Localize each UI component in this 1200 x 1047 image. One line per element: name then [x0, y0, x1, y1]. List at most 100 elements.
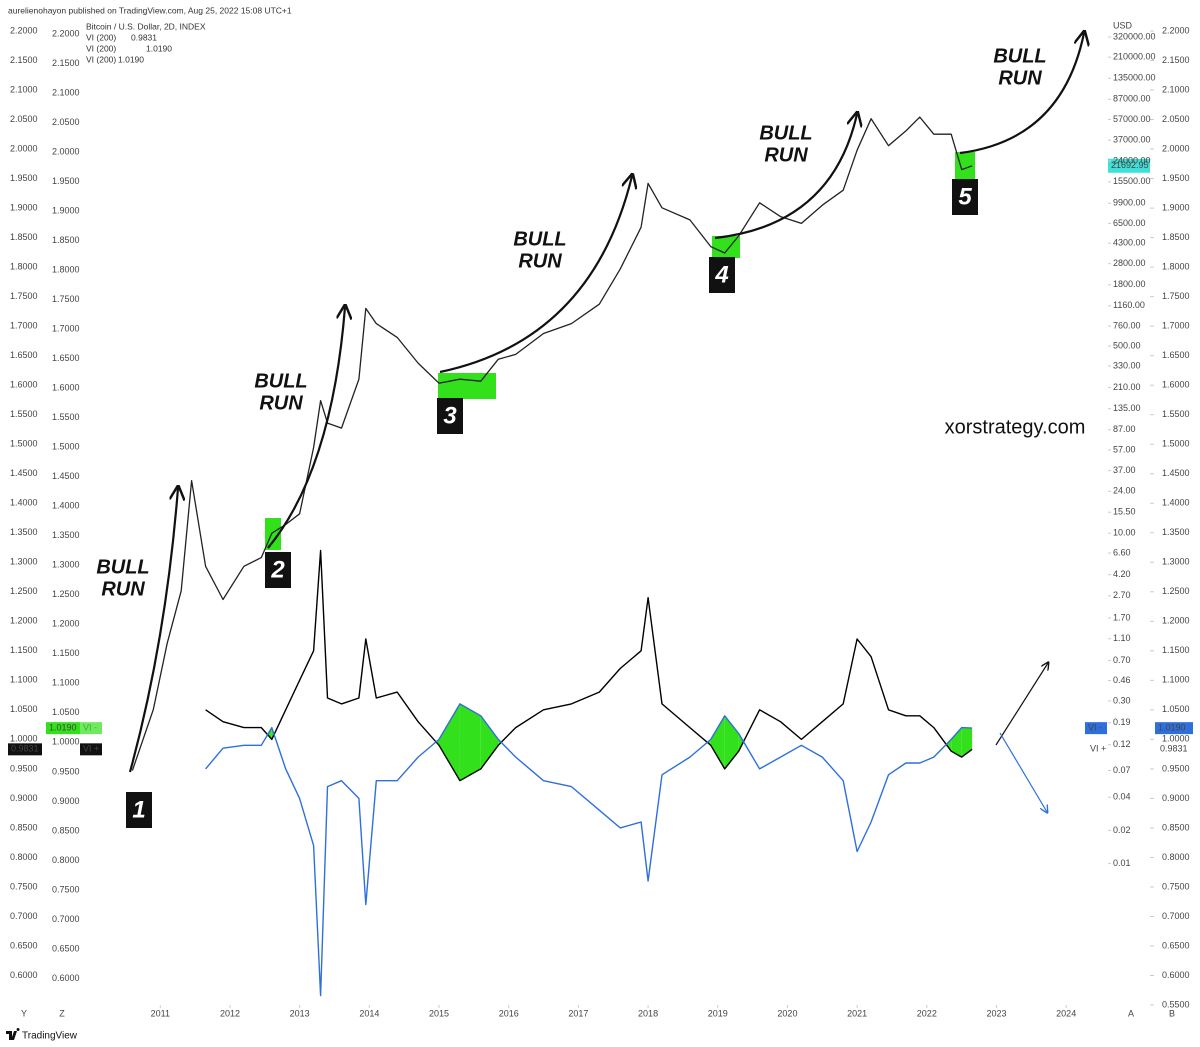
y-tick-label: 0.9000: [1162, 793, 1190, 803]
y2-tick-label: 6.60: [1113, 547, 1131, 557]
vi-plus-right-tag: 0.9831: [1160, 744, 1188, 754]
y-tick-label: 1.0500: [1162, 704, 1190, 714]
y2-tick-label: 0.07: [1113, 765, 1131, 775]
y2-tick-label: 0.01: [1113, 858, 1131, 868]
y2-tick-label: 0.02: [1113, 825, 1131, 835]
y2-tick-label: 0.04: [1113, 792, 1131, 802]
marker-box: [265, 552, 291, 588]
vi-minus-right-name: VI -: [1088, 723, 1102, 733]
y-tick-label: 1.6500: [52, 353, 80, 363]
y-tick-label: 2.1000: [1162, 84, 1190, 94]
y-tick-label: 1.4000: [1162, 498, 1190, 508]
y-tick-label: 0.9500: [1162, 763, 1190, 773]
y-tick-label: 0.8500: [52, 825, 80, 835]
vi-fill: [946, 739, 952, 752]
y-tick-label: 1.6000: [10, 380, 38, 390]
y2-tick-label: 10.00: [1113, 528, 1136, 538]
y-tick-label: 1.6000: [1162, 380, 1190, 390]
bull-run-label: BULL: [96, 556, 149, 578]
y2-tick-label: 1800.00: [1113, 279, 1146, 289]
y-tick-label: 2.0000: [1162, 143, 1190, 153]
ui-button: B: [1169, 1008, 1175, 1018]
y-tick-label: 0.6000: [10, 970, 38, 980]
marker-label: 2: [270, 556, 285, 583]
bull-run-label: BULL: [254, 370, 307, 392]
vi-fill: [961, 727, 973, 758]
overlay: BULLRUNBULLRUNBULLRUNBULLRUNBULLRUN12345…: [8, 21, 1193, 828]
legend-entry: VI (200): [86, 43, 116, 53]
legend-entry: VI (200): [86, 32, 116, 42]
y2-tick-label: 0.19: [1113, 717, 1131, 727]
y-tick-label: 0.7000: [52, 914, 80, 924]
y-tick-label: 0.6500: [1162, 940, 1190, 950]
x-tick-label: 2014: [359, 1008, 379, 1018]
bull-arrow: [267, 307, 345, 549]
y-tick-label: 1.0000: [1162, 734, 1190, 744]
y2-tick-label: 1.70: [1113, 612, 1131, 622]
y2-tick-label: 2800.00: [1113, 258, 1146, 268]
ui-button: Y: [21, 1008, 27, 1018]
vi-plus-right-tag-box: [1157, 743, 1193, 756]
y-tick-label: 1.8500: [52, 235, 80, 245]
y-tick-label: 1.7500: [52, 294, 80, 304]
vi-plus-tag-box: [8, 743, 42, 756]
price-line: [131, 116, 973, 771]
x-tick-label: 2021: [847, 1008, 867, 1018]
bull-run-label: RUN: [101, 578, 145, 600]
y-tick-label: 1.9500: [1162, 173, 1190, 183]
y-tick-label: 1.7500: [10, 291, 38, 301]
vi-minus-right-box: [1085, 722, 1107, 735]
marker-label: 5: [958, 183, 972, 210]
ui-button: Z: [59, 1008, 65, 1018]
x-tick-label: 2012: [220, 1008, 240, 1018]
y2-tick-label: 4300.00: [1113, 238, 1146, 248]
y-tick-label: 2.2000: [10, 25, 38, 35]
x-tick-label: 2011: [151, 1008, 170, 1018]
y2-tick-label: 135.00: [1113, 403, 1141, 413]
y-tick-label: 1.2500: [1162, 586, 1190, 596]
y-tick-label: 2.0000: [52, 146, 80, 156]
x-tick-label: 2018: [638, 1008, 658, 1018]
y2-tick-label: 87000.00: [1113, 94, 1151, 104]
y-tick-label: 2.0000: [10, 143, 38, 153]
y-tick-label: 1.9500: [10, 173, 38, 183]
y2-tick-label: 57000.00: [1113, 114, 1151, 124]
y-tick-label: 1.3500: [10, 527, 38, 537]
y-tick-label: 2.1500: [10, 55, 38, 65]
marker-box: [952, 179, 978, 215]
y-tick-label: 1.5500: [10, 409, 38, 419]
y-tick-label: 1.3500: [52, 530, 80, 540]
y-tick-label: 0.8000: [52, 855, 80, 865]
y-tick-label: 0.5500: [1162, 999, 1190, 1009]
y2-tick-label: 57.00: [1113, 444, 1136, 454]
y-tick-label: 1.4500: [52, 471, 80, 481]
vi-plus-tag-name-box: [80, 743, 102, 756]
y-tick-label: 1.7000: [1162, 321, 1190, 331]
vi-fill: [459, 703, 481, 781]
x-tick-label: 2013: [290, 1008, 310, 1018]
y-tick-label: 2.1000: [52, 87, 80, 97]
vi-plus-tag-name: VI +: [83, 744, 99, 754]
highlight-box: [265, 518, 281, 550]
marker-box: [709, 257, 735, 293]
y-tick-label: 1.2500: [52, 589, 80, 599]
legend-value: 1.0190: [146, 43, 172, 53]
y2-tick-label: 2.70: [1113, 590, 1131, 600]
y-tick-label: 1.2000: [1162, 616, 1190, 626]
publisher-header: aurelienohayon published on TradingView.…: [8, 5, 292, 15]
y-tick-label: 0.9000: [52, 796, 80, 806]
y2-tick-label: 0.70: [1113, 655, 1131, 665]
y-tick-label: 1.5000: [10, 439, 38, 449]
price-tag-label: 21692.95: [1111, 160, 1149, 170]
y2-tick-label: 4.20: [1113, 569, 1131, 579]
y2-tick-label: 37.00: [1113, 465, 1136, 475]
x-tick-label: 2024: [1056, 1008, 1076, 1018]
vi-fill: [710, 715, 725, 769]
vi-plus-tag: 0.9831: [11, 744, 39, 754]
highlight-box: [438, 373, 496, 399]
y-tick-label: 1.9000: [1162, 202, 1190, 212]
y-tick-label: 0.6500: [10, 940, 38, 950]
x-tick-label: 2017: [568, 1008, 588, 1018]
y-tick-label: 1.6500: [1162, 350, 1190, 360]
